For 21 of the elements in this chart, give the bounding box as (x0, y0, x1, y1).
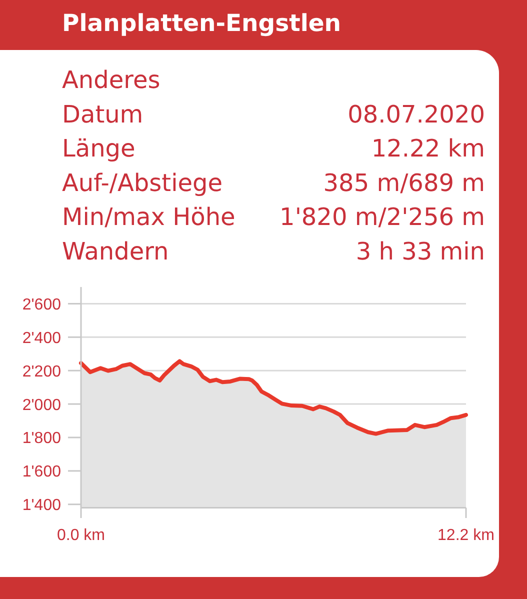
text: Planplatten-Engstlen (62, 9, 342, 37)
y-tick-label: 2'200 (22, 363, 62, 380)
y-tick-label: 2'400 (22, 330, 62, 347)
y-tick-label: 1'600 (22, 464, 62, 481)
text: 3 h 33 min (356, 238, 485, 266)
y-tick-label: 1'400 (22, 497, 62, 514)
y-tick-label: 1'800 (22, 430, 62, 448)
text: Datum (62, 100, 144, 128)
text: 08.07.2020 (348, 100, 485, 128)
text: Min/max Höhe (62, 203, 236, 232)
x-tick-label: 0.0 km (56, 527, 106, 544)
text: Anderes (62, 66, 160, 94)
y-tick-label: 2'000 (22, 396, 62, 414)
x-tick-label: 12.2 km (438, 527, 494, 544)
text: Länge (62, 134, 136, 163)
text: 1'820 m/2'256 m (280, 203, 485, 232)
text: 12.22 km (371, 134, 485, 163)
text: 385 m/689 m (323, 168, 485, 197)
text: Auf-/Abstiege (62, 168, 223, 197)
text: Wandern (62, 238, 169, 266)
y-tick-label: 2'600 (22, 296, 62, 314)
